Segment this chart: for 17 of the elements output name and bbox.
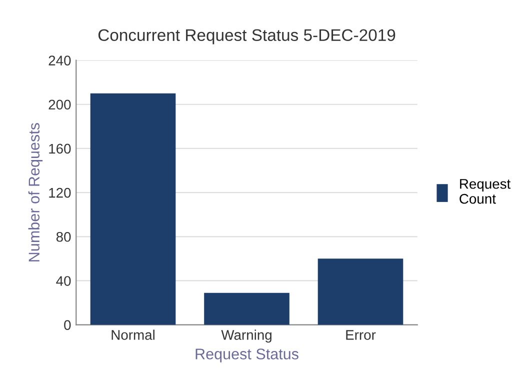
y-tick-label: 240: [48, 56, 71, 66]
bar: [318, 258, 404, 325]
y-tick-label: 120: [49, 188, 71, 198]
y-tick-label: 80: [56, 232, 71, 242]
x-tick-label: Normal: [112, 330, 154, 340]
x-axis-title: Request Status: [196, 348, 298, 362]
y-tick-label: 40: [56, 276, 71, 286]
y-tick-label: 160: [49, 144, 71, 154]
x-tick-label: Warning: [221, 330, 272, 343]
y-tick-label: 0: [64, 320, 71, 330]
y-axis-title: Number of Requests: [28, 123, 43, 262]
chart-title: Concurrent Request Status 5-DEC-2019: [98, 29, 396, 44]
bar: [204, 292, 290, 325]
bar: [90, 93, 176, 325]
y-tick-label: 200: [48, 100, 71, 110]
x-tick-label: Error: [346, 330, 376, 340]
legend-label: Request Count: [460, 179, 511, 204]
